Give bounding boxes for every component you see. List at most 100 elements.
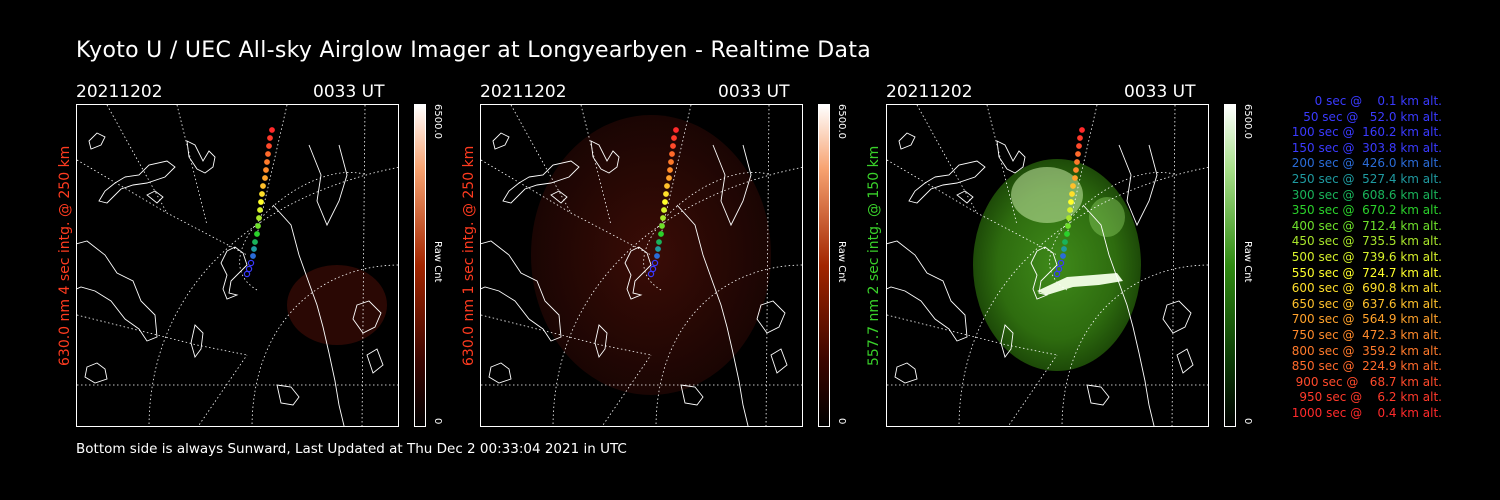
trajectory-point <box>651 259 659 267</box>
panel-1-cbar-unit: Raw Cnt <box>432 241 443 283</box>
trajectory-point <box>1068 199 1074 205</box>
trajectory-point <box>260 183 266 189</box>
coastline <box>77 240 158 342</box>
coastline <box>98 160 176 204</box>
trajectory-point <box>1060 253 1066 259</box>
coastline <box>676 204 749 426</box>
grid-line <box>106 105 168 214</box>
panel-3-cbar-unit: Raw Cnt <box>1242 241 1253 283</box>
trajectory-point <box>252 239 258 245</box>
trajectory-point <box>259 191 265 197</box>
legend-row: 550 sec @ 724.7 km alt. <box>1287 265 1442 280</box>
trajectory-point <box>1077 135 1083 141</box>
satellite-trajectory <box>243 127 275 278</box>
page-title: Kyoto U / UEC All-sky Airglow Imager at … <box>76 38 872 63</box>
legend-row: 800 sec @ 359.2 km alt. <box>1287 343 1442 358</box>
trajectory-point <box>1053 270 1061 278</box>
panel-3-cbar-min: 0 <box>1242 418 1253 425</box>
trajectory-point <box>1070 183 1076 189</box>
trajectory-point <box>654 253 660 259</box>
coastline <box>352 300 382 334</box>
trajectory-legend: 0 sec @ 0.1 km alt. 50 sec @ 52.0 km alt… <box>1288 94 1442 421</box>
aurora-patch <box>1011 167 1083 223</box>
coastline <box>908 160 986 204</box>
grid-lines <box>887 105 1208 426</box>
coastline <box>488 362 512 384</box>
grid-lines <box>77 105 398 426</box>
trajectory-point <box>1065 223 1071 229</box>
grid-line <box>655 264 802 426</box>
legend-row: 400 sec @ 712.4 km alt. <box>1287 218 1442 233</box>
panel-1-date: 20211202 <box>76 82 163 102</box>
panel-3-cbar-max: 6500.0 <box>1242 104 1253 139</box>
trajectory-point <box>659 223 665 229</box>
trajectory-point <box>264 159 270 165</box>
coastline <box>680 384 704 406</box>
legend-row: 0 sec @ 0.1 km alt. <box>1303 94 1442 108</box>
legend-row: 750 sec @ 472.3 km alt. <box>1287 327 1442 342</box>
trajectory-point <box>262 175 268 181</box>
trajectory-point <box>266 143 272 149</box>
coastline <box>594 324 608 358</box>
panel-2-date: 20211202 <box>480 82 567 102</box>
grid-line <box>887 314 1058 356</box>
footer-status: Bottom side is always Sunward, Last Upda… <box>76 441 627 457</box>
panel-3-image <box>886 104 1209 427</box>
coastlines <box>77 132 384 426</box>
coastline <box>492 132 510 150</box>
all-sky-glow <box>287 265 387 345</box>
trajectory-point <box>656 239 662 245</box>
legend-row: 700 sec @ 564.9 km alt. <box>1287 312 1442 327</box>
trajectory-point <box>666 175 672 181</box>
grid-line <box>580 105 612 226</box>
coastline <box>1162 300 1192 334</box>
trajectory-point <box>1069 191 1075 197</box>
trajectory-point <box>671 135 677 141</box>
trajectory-point <box>1076 143 1082 149</box>
grid-line <box>958 167 1208 426</box>
trajectory-point <box>265 151 271 157</box>
grid-line <box>1007 354 1058 426</box>
panel-2-colorbar <box>818 104 830 427</box>
legend-row: 100 sec @ 160.2 km alt. <box>1287 125 1442 140</box>
trajectory-point <box>257 207 263 213</box>
legend-row: 350 sec @ 670.2 km alt. <box>1287 203 1442 218</box>
legend-row: 200 sec @ 426.0 km alt. <box>1287 156 1442 171</box>
grid-line <box>916 105 978 214</box>
trajectory-point <box>669 151 675 157</box>
trajectory-point <box>1067 207 1073 213</box>
trajectory-point <box>1073 167 1079 173</box>
coastline <box>887 240 968 342</box>
coastline <box>1030 246 1058 300</box>
trajectory-point <box>661 207 667 213</box>
grid-line <box>77 314 248 356</box>
trajectory-point <box>673 127 679 133</box>
coastline <box>220 246 248 300</box>
panel-1-cbar-min: 0 <box>432 418 443 425</box>
coastline <box>770 348 788 374</box>
satellite-trajectory <box>647 127 679 278</box>
grid-line <box>148 167 398 426</box>
trajectory-point <box>269 127 275 133</box>
trajectory-point <box>256 215 262 221</box>
coastlines <box>481 132 788 426</box>
panel-1-time: 0033 UT <box>313 82 385 102</box>
coastline <box>1000 324 1014 358</box>
coastline <box>146 190 164 204</box>
grid-line <box>986 105 1018 226</box>
panel-2-cbar-max: 6500.0 <box>836 104 847 139</box>
legend-row: 650 sec @ 637.6 km alt. <box>1287 296 1442 311</box>
legend-row: 900 sec @ 68.7 km alt. <box>1291 374 1442 389</box>
coastline <box>366 348 384 374</box>
panel-3-colorbar <box>1224 104 1236 427</box>
coastline <box>898 132 916 150</box>
coastline <box>1176 348 1194 374</box>
grid-line <box>481 159 652 256</box>
legend-row: 50 sec @ 52.0 km alt. <box>1295 109 1442 124</box>
coastline <box>190 324 204 358</box>
grid-line <box>481 314 652 356</box>
panel-3-label: 557.7 nm 2 sec intg. @ 150 km <box>866 145 882 366</box>
trajectory-point <box>660 215 666 221</box>
legend-row: 450 sec @ 735.5 km alt. <box>1287 234 1442 249</box>
grid-line <box>887 159 1058 256</box>
